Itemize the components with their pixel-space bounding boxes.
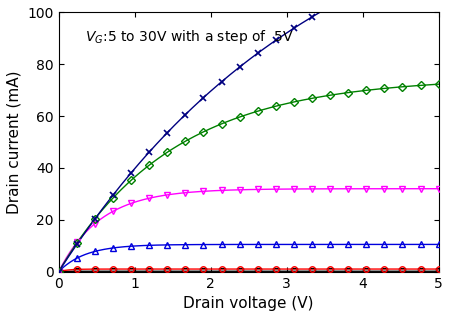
- X-axis label: Drain voltage (V): Drain voltage (V): [184, 296, 314, 311]
- Y-axis label: Drain current (mA): Drain current (mA): [7, 70, 22, 214]
- Text: $V_G$:5 to 30V with a step of  5V: $V_G$:5 to 30V with a step of 5V: [86, 28, 294, 46]
